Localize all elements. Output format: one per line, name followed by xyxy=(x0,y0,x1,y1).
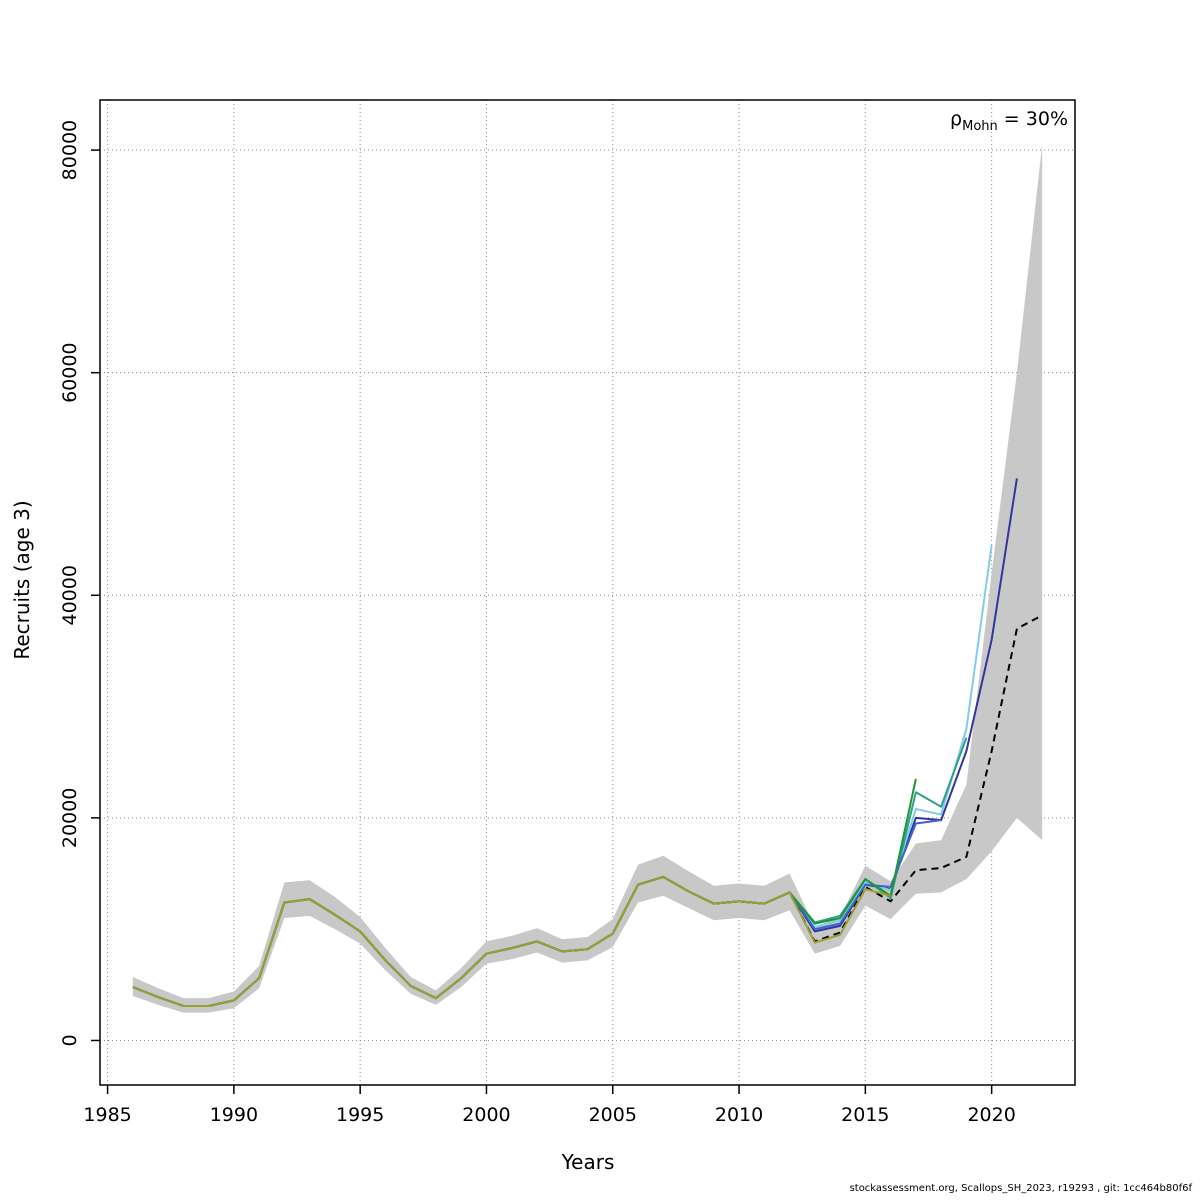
x-tick-label: 1995 xyxy=(336,1104,384,1126)
series-peel_2021 xyxy=(132,478,1018,1007)
x-tick-label: 2015 xyxy=(841,1104,889,1126)
y-tick-label: 80000 xyxy=(59,120,81,180)
x-tick-label: 2005 xyxy=(589,1104,637,1126)
x-tick-label: 2020 xyxy=(967,1104,1015,1126)
y-axis-label: Recruits (age 3) xyxy=(10,500,34,660)
y-tick-label: 40000 xyxy=(59,565,81,625)
source-footer-text: stockassessment.org, Scallops_SH_2023, r… xyxy=(849,1183,1192,1194)
x-tick-label: 2010 xyxy=(715,1104,763,1126)
series-peel_2016 xyxy=(132,875,891,1007)
y-tick-label: 0 xyxy=(59,1034,81,1046)
mohn-rho-annotation: ρMohn = 30% xyxy=(950,108,1068,134)
plot-frame xyxy=(99,99,1076,1086)
y-tick-label: 20000 xyxy=(59,788,81,848)
x-tick-label: 1985 xyxy=(83,1104,131,1126)
rho-symbol: ρ xyxy=(950,108,963,130)
y-tick-label: 60000 xyxy=(59,342,81,402)
rho-value: = 30% xyxy=(997,108,1068,130)
series-peel_2019 xyxy=(132,737,968,1007)
x-tick-label: 1990 xyxy=(210,1104,258,1126)
x-axis-label: Years xyxy=(561,1150,615,1174)
series-peel_2020 xyxy=(132,545,993,1007)
rho-subscript: Mohn xyxy=(962,118,998,134)
x-tick-label: 2000 xyxy=(462,1104,510,1126)
